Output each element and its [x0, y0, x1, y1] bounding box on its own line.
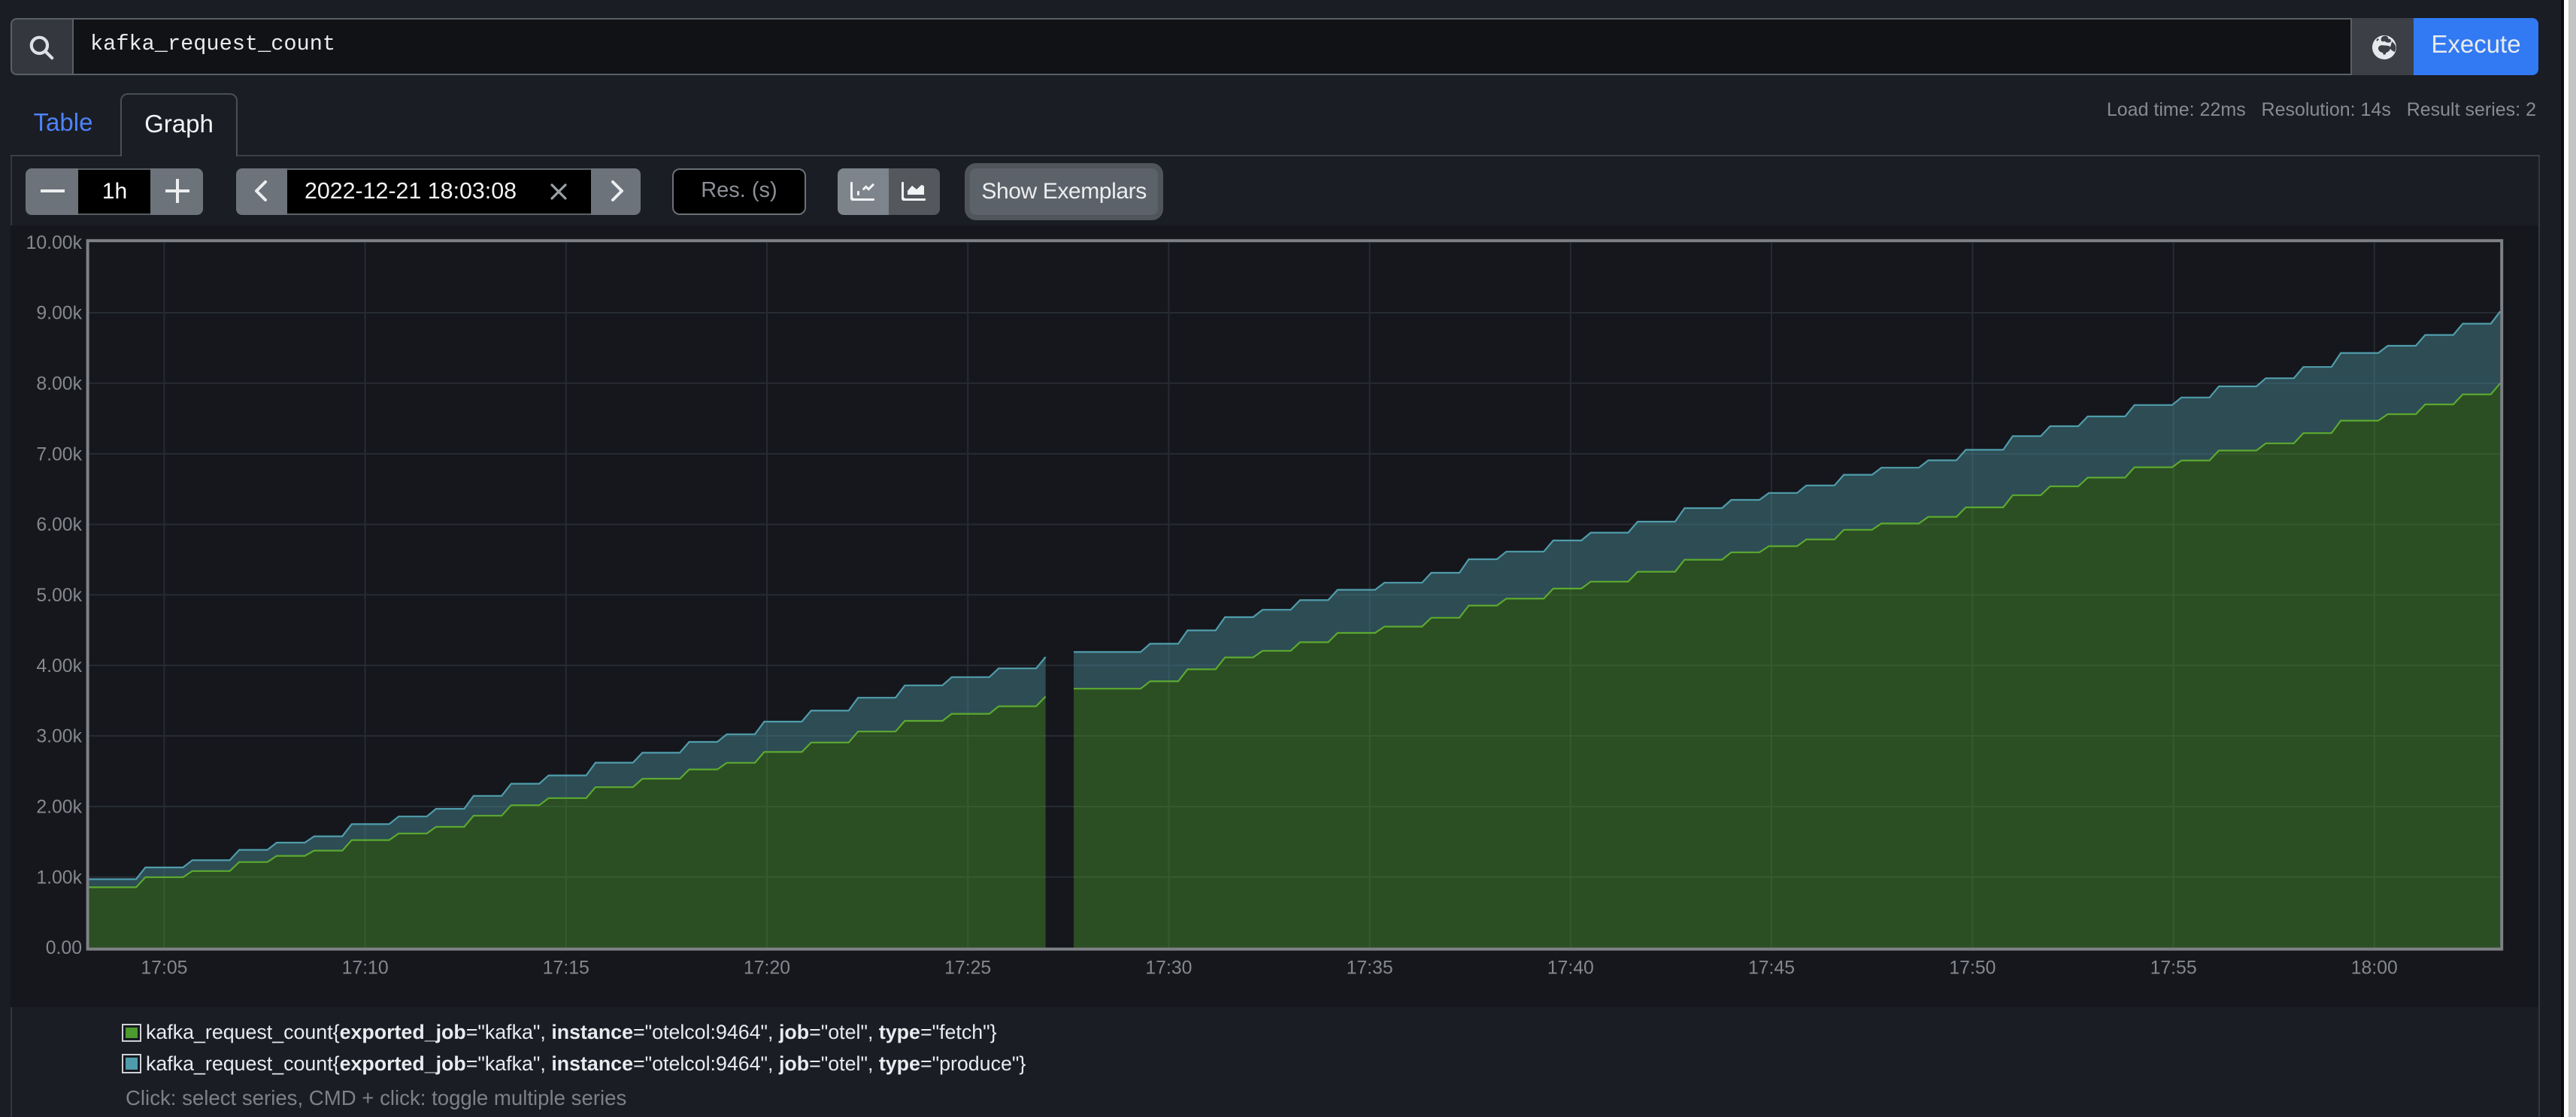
- svg-text:5.00k: 5.00k: [36, 586, 82, 606]
- svg-text:7.00k: 7.00k: [36, 444, 82, 465]
- svg-text:9.00k: 9.00k: [36, 304, 82, 324]
- svg-text:17:30: 17:30: [1145, 958, 1192, 979]
- svg-text:17:40: 17:40: [1547, 958, 1594, 979]
- svg-text:2.00k: 2.00k: [36, 798, 82, 818]
- svg-text:6.00k: 6.00k: [36, 515, 82, 535]
- svg-text:17:05: 17:05: [141, 958, 187, 979]
- svg-text:0.00: 0.00: [46, 938, 82, 958]
- svg-text:17:20: 17:20: [744, 958, 790, 979]
- svg-text:18:00: 18:00: [2351, 958, 2398, 979]
- svg-text:3.00k: 3.00k: [36, 727, 82, 747]
- svg-text:17:25: 17:25: [944, 958, 991, 979]
- svg-text:10.00k: 10.00k: [26, 233, 83, 253]
- svg-text:17:55: 17:55: [2150, 958, 2197, 979]
- svg-text:8.00k: 8.00k: [36, 374, 82, 394]
- svg-text:4.00k: 4.00k: [36, 656, 82, 677]
- svg-text:17:10: 17:10: [342, 958, 389, 979]
- svg-text:17:35: 17:35: [1347, 958, 1393, 979]
- svg-text:1.00k: 1.00k: [36, 867, 82, 888]
- svg-text:17:50: 17:50: [1949, 958, 1996, 979]
- svg-text:17:15: 17:15: [543, 958, 589, 979]
- svg-text:17:45: 17:45: [1748, 958, 1795, 979]
